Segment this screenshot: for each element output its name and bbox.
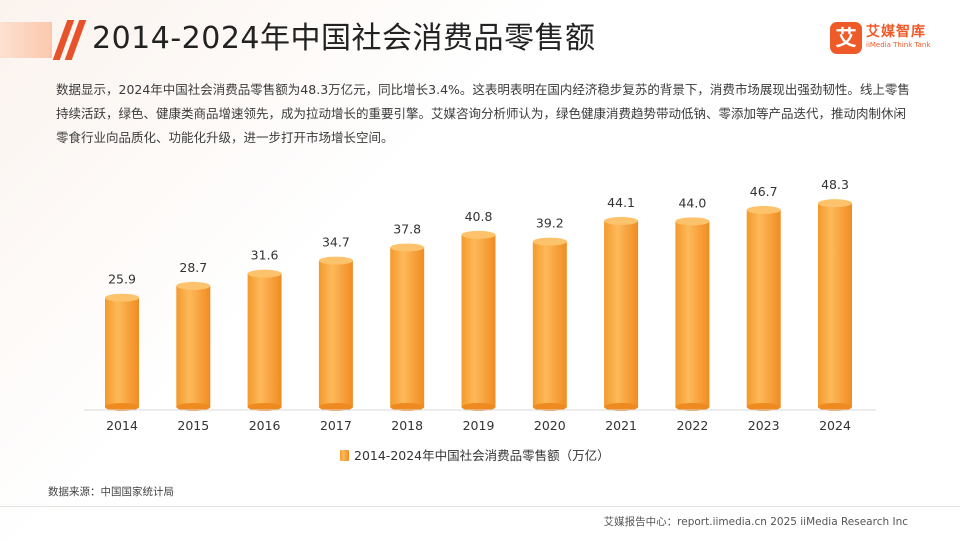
- bar-base: [390, 403, 425, 411]
- x-tick-label: 2015: [177, 418, 209, 433]
- brand-logo: 艾 艾媒智库 iiMedia Think Tank: [830, 22, 940, 54]
- data-label: 40.8: [465, 209, 493, 224]
- x-tick-label: 2017: [320, 418, 352, 433]
- bar-2015: [176, 281, 211, 411]
- data-source: 数据来源：中国国家统计局: [48, 486, 174, 498]
- footer-divider: [0, 506, 960, 507]
- bar-body: [105, 297, 139, 407]
- bar-cap: [176, 281, 211, 290]
- bar-body: [818, 203, 852, 407]
- title-accent-bar: [0, 22, 52, 58]
- legend-swatch: [340, 450, 349, 461]
- bar-cap: [461, 230, 496, 239]
- bar-2019: [461, 230, 496, 411]
- bar-cap: [675, 217, 710, 226]
- x-tick-label: 2019: [463, 418, 495, 433]
- bar-2018: [390, 243, 425, 411]
- bar-body: [604, 220, 639, 407]
- bar-2020: [532, 237, 567, 411]
- legend-label: 2014-2024年中国社会消费品零售额（万亿）: [354, 448, 610, 463]
- data-label: 28.7: [179, 260, 207, 275]
- bar-body: [675, 221, 710, 407]
- data-label: 46.7: [750, 184, 778, 199]
- bar-base: [604, 403, 639, 411]
- x-tick-label: 2022: [676, 418, 708, 433]
- data-label: 39.2: [536, 216, 564, 231]
- bar-cap: [318, 256, 353, 265]
- intro-paragraph: 数据显示，2024年中国社会消费品零售额为48.3万亿元，同比增长3.4%。这表…: [56, 82, 910, 145]
- bar-base: [461, 403, 496, 411]
- bar-cap: [390, 243, 425, 252]
- brand-name-cn: 艾媒智库: [866, 24, 926, 40]
- bar-body: [318, 260, 353, 407]
- x-tick-label: 2023: [748, 418, 780, 433]
- bar-body: [746, 209, 781, 407]
- bar-2021: [604, 216, 639, 411]
- bar-base: [247, 403, 282, 411]
- data-label: 48.3: [821, 177, 849, 192]
- data-label: 34.7: [322, 235, 350, 250]
- bar-body: [247, 273, 282, 407]
- data-label: 25.9: [108, 272, 136, 287]
- bar-base: [818, 403, 852, 411]
- data-label: 31.6: [251, 248, 279, 263]
- bar-2017: [318, 256, 353, 411]
- x-tick-label: 2016: [249, 418, 281, 433]
- data-label: 37.8: [393, 221, 421, 236]
- bar-body: [532, 241, 567, 407]
- bar-cap: [247, 269, 282, 278]
- x-tick-label: 2021: [605, 418, 637, 433]
- page-title: 2014-2024年中国社会消费品零售额: [92, 21, 596, 56]
- bar-cap: [604, 216, 639, 225]
- footer-credit: 艾媒报告中心：report.iimedia.cn 2025 iiMedia Re…: [603, 516, 908, 528]
- x-tick-label: 2024: [819, 418, 851, 433]
- brand-logo-icon: 艾: [830, 22, 862, 54]
- bar-body: [176, 285, 211, 407]
- bar-cap: [818, 199, 852, 208]
- bar-2014: [105, 293, 139, 411]
- bar-cap: [105, 293, 139, 302]
- bar-2023: [746, 205, 781, 411]
- bar-cap: [746, 205, 781, 214]
- bar-base: [746, 403, 781, 411]
- bar-base: [532, 403, 567, 411]
- bar-cap: [532, 237, 567, 246]
- bar-base: [105, 403, 139, 411]
- bar-2016: [247, 269, 282, 411]
- bar-body: [461, 234, 496, 407]
- bar-body: [390, 247, 425, 407]
- data-label: 44.1: [607, 195, 635, 210]
- x-tick-label: 2014: [106, 418, 138, 433]
- bar-base: [176, 403, 211, 411]
- bar-2022: [675, 217, 710, 411]
- x-tick-label: 2020: [534, 418, 566, 433]
- brand-name-en: iiMedia Think Tank: [866, 41, 931, 49]
- data-label: 44.0: [678, 195, 706, 210]
- legend-item: 2014-2024年中国社会消费品零售额（万亿）: [340, 448, 610, 463]
- bar-base: [318, 403, 353, 411]
- bar-base: [675, 403, 710, 411]
- x-tick-label: 2018: [391, 418, 423, 433]
- bar-2024: [818, 199, 852, 411]
